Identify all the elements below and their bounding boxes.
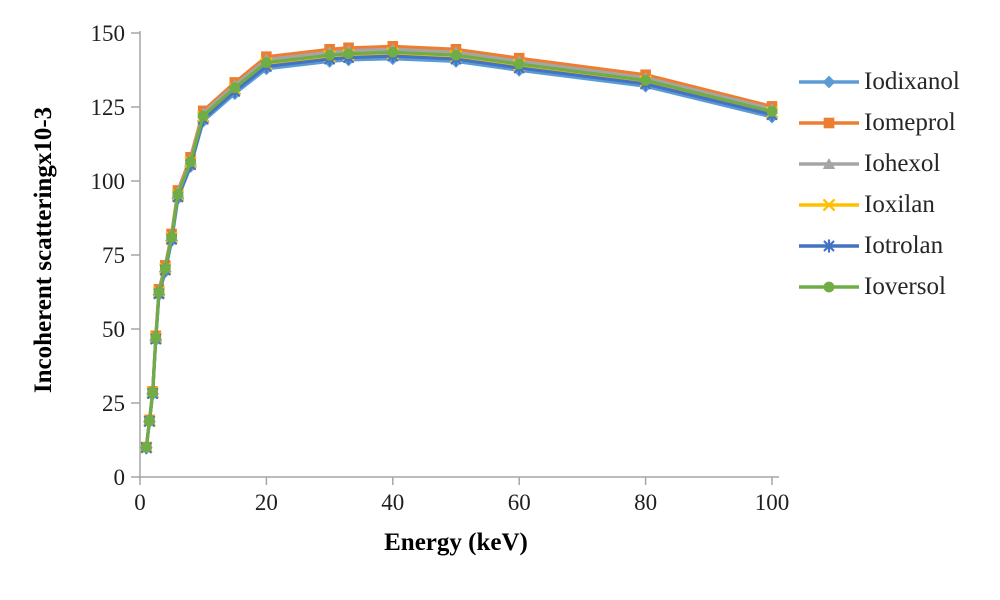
circle-marker xyxy=(450,49,462,61)
series-iomeprol xyxy=(141,41,778,453)
circle-marker xyxy=(343,48,354,60)
legend-item-ioversol: Ioversol xyxy=(797,266,960,307)
series-line xyxy=(144,57,773,448)
triangle-marker xyxy=(822,157,836,169)
circle-marker xyxy=(229,82,241,94)
x-tick-label: 20 xyxy=(255,490,278,515)
circle-marker xyxy=(144,415,155,427)
legend-item-iodixanol: Iodixanol xyxy=(797,61,960,102)
x-tick-label: 40 xyxy=(381,490,404,515)
legend-item-iohexol: Iohexol xyxy=(797,143,960,184)
legend-key-diamond xyxy=(799,75,859,88)
legend-label: Iohexol xyxy=(864,150,941,177)
legend-item-ioxilan: Ioxilan xyxy=(797,184,960,225)
legend-item-iomeprol: Iomeprol xyxy=(797,102,960,143)
circle-marker xyxy=(823,281,835,292)
y-tick-label: 0 xyxy=(114,465,126,490)
legend-label: Iomeprol xyxy=(864,109,956,136)
legend-item-iotrolan: Iotrolan xyxy=(797,225,960,266)
circle-marker xyxy=(147,387,159,399)
legend-key-x xyxy=(799,198,859,211)
circle-marker xyxy=(166,231,178,243)
y-tick-label: 50 xyxy=(102,317,125,342)
series-ioxilan xyxy=(140,47,778,454)
x-tick-label: 0 xyxy=(134,490,146,515)
legend-label: Ioversol xyxy=(864,273,946,300)
y-tick-label: 100 xyxy=(91,169,126,194)
circle-marker xyxy=(150,332,162,344)
circle-marker xyxy=(387,46,399,58)
circle-marker xyxy=(153,286,165,298)
series-iotrolan xyxy=(140,49,778,455)
legend-label: Ioxilan xyxy=(864,191,935,218)
legend-label: Iotrolan xyxy=(864,232,944,259)
y-tick-label: 150 xyxy=(91,21,126,46)
series-line xyxy=(144,47,773,448)
y-tick-label: 25 xyxy=(102,391,125,416)
x-marker xyxy=(823,198,835,211)
x-tick-label: 100 xyxy=(755,490,790,515)
circle-marker xyxy=(766,106,778,117)
circle-marker xyxy=(172,188,184,200)
circle-marker xyxy=(159,262,171,274)
series-line xyxy=(144,54,773,448)
y-axis-title: Incoherent scatteringx10-3 xyxy=(30,106,57,394)
legend-key-circle xyxy=(799,281,859,292)
y-tick-label: 125 xyxy=(91,95,126,120)
circle-marker xyxy=(140,442,152,453)
legend-key-asterisk xyxy=(799,238,859,253)
diamond-marker xyxy=(822,75,836,88)
x-tick-label: 60 xyxy=(508,490,531,515)
series-line xyxy=(144,51,773,448)
circle-marker xyxy=(640,74,651,86)
x-axis-title: Energy (keV) xyxy=(384,529,528,556)
circle-marker xyxy=(513,58,525,70)
circle-marker xyxy=(324,49,335,61)
series-ioversol xyxy=(140,46,778,453)
legend-key-triangle xyxy=(799,157,859,169)
square-marker xyxy=(823,117,835,128)
legend-key-square xyxy=(799,117,859,128)
legend-label: Iodixanol xyxy=(864,68,960,95)
circle-marker xyxy=(185,156,196,168)
series-iodixanol xyxy=(139,52,779,455)
series-line xyxy=(144,44,773,448)
y-tick-label: 75 xyxy=(102,243,125,268)
circle-marker xyxy=(197,110,209,122)
series-iohexol xyxy=(140,43,779,453)
x-tick-label: 80 xyxy=(634,490,657,515)
circle-marker xyxy=(261,57,272,68)
legend: Iodixanol Iomeprol Iohexol Ioxilan Iotrolan I… xyxy=(797,61,960,307)
asterisk-marker xyxy=(823,238,835,253)
series-line xyxy=(144,50,773,448)
